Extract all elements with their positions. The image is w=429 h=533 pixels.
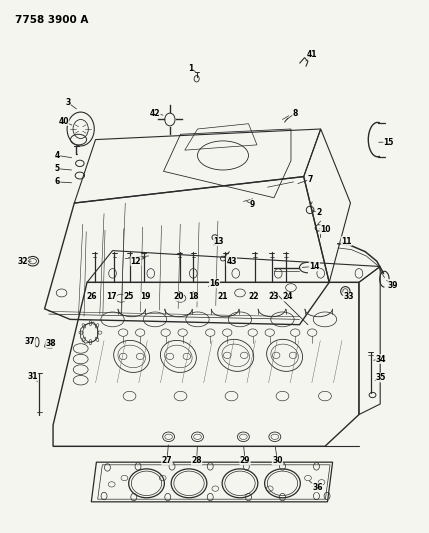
Text: 9: 9 — [250, 199, 255, 208]
Text: 10: 10 — [320, 225, 330, 234]
Text: 15: 15 — [384, 138, 394, 147]
Text: 33: 33 — [343, 292, 353, 301]
Text: 12: 12 — [131, 257, 141, 266]
Text: 36: 36 — [312, 483, 323, 492]
Text: 39: 39 — [388, 280, 398, 289]
Text: 28: 28 — [191, 456, 202, 465]
Text: 43: 43 — [226, 257, 237, 266]
Text: 21: 21 — [218, 292, 228, 301]
Text: 17: 17 — [106, 292, 117, 301]
Text: 19: 19 — [140, 292, 151, 301]
Text: 38: 38 — [45, 338, 56, 348]
Text: 7: 7 — [308, 175, 313, 184]
Text: 25: 25 — [124, 292, 134, 301]
Text: 13: 13 — [214, 237, 224, 246]
Text: 22: 22 — [248, 292, 259, 301]
Text: 41: 41 — [307, 51, 317, 60]
Text: 2: 2 — [316, 208, 321, 217]
Text: 1: 1 — [188, 63, 194, 72]
Text: 3: 3 — [65, 98, 70, 107]
Text: 42: 42 — [150, 109, 160, 118]
Text: 31: 31 — [27, 372, 38, 381]
Text: 40: 40 — [58, 117, 69, 126]
Text: 34: 34 — [376, 354, 386, 364]
Text: 35: 35 — [376, 373, 386, 382]
Text: 23: 23 — [268, 292, 278, 301]
Text: 32: 32 — [17, 257, 28, 266]
Text: 8: 8 — [293, 109, 298, 118]
Text: 24: 24 — [282, 292, 293, 301]
Text: 18: 18 — [188, 292, 199, 301]
Text: 4: 4 — [54, 151, 60, 160]
Text: 16: 16 — [209, 279, 220, 288]
Text: 37: 37 — [24, 337, 35, 346]
Text: 29: 29 — [240, 456, 251, 465]
Text: 14: 14 — [309, 262, 320, 271]
Text: 6: 6 — [54, 177, 60, 187]
Text: 20: 20 — [173, 292, 184, 301]
Text: 5: 5 — [55, 164, 60, 173]
Text: 26: 26 — [86, 292, 97, 301]
Text: 11: 11 — [341, 237, 351, 246]
Text: 7758 3900 A: 7758 3900 A — [15, 15, 88, 25]
Text: 27: 27 — [162, 456, 172, 465]
Text: 30: 30 — [272, 456, 283, 465]
